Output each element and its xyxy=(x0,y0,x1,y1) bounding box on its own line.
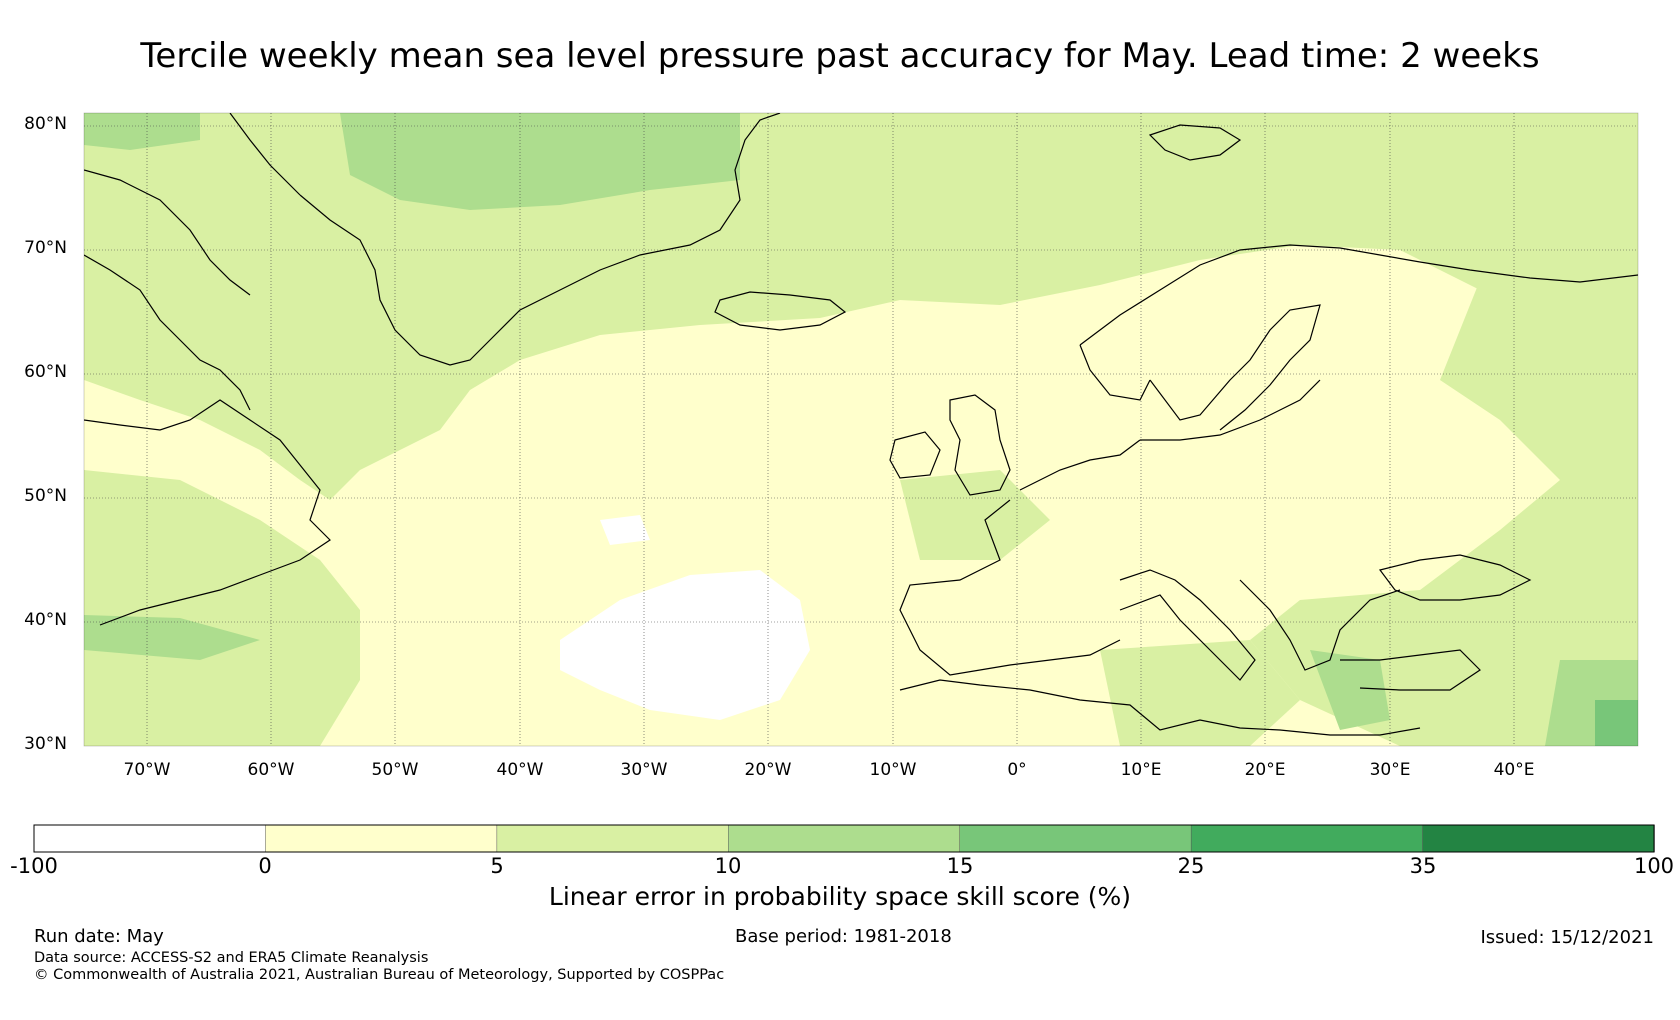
colorbar-segment xyxy=(728,824,961,853)
skill-region-10-15-sw xyxy=(84,615,260,660)
page-title: Tercile weekly mean sea level pressure p… xyxy=(140,36,1540,76)
lon-label: 40°E xyxy=(1493,760,1535,780)
coastline-turkey xyxy=(1340,649,1481,691)
colorbar-segment xyxy=(33,824,267,853)
coastline-italy xyxy=(1119,569,1256,681)
skill-region-negative-atlantic xyxy=(560,570,810,720)
lon-label: 30°W xyxy=(620,760,668,780)
coastline-canada-north xyxy=(84,169,251,296)
colorbar-segment xyxy=(265,824,498,853)
coastline-britain xyxy=(949,394,1011,496)
lon-label: 10°W xyxy=(869,760,917,780)
colorbar-tick: 100 xyxy=(1633,854,1675,878)
run-date: Run date: May xyxy=(34,926,164,947)
lon-label: 70°W xyxy=(123,760,171,780)
lon-label: 20°W xyxy=(744,760,792,780)
lon-label: 30°E xyxy=(1369,760,1411,780)
lon-label: 50°W xyxy=(371,760,419,780)
colorbar-tick: 35 xyxy=(1409,854,1437,878)
coastline-sweden xyxy=(1149,304,1321,431)
colorbar-tick: 0 xyxy=(258,854,272,878)
colorbar-frame xyxy=(33,824,1655,853)
copyright: © Commonwealth of Australia 2021, Austra… xyxy=(34,967,725,983)
coastline-hudson xyxy=(84,254,251,411)
coastline-europe-west xyxy=(1019,439,1141,491)
base-period: Base period: 1981-2018 xyxy=(735,926,952,947)
colorbar-segment xyxy=(1190,824,1424,853)
colorbar-label: Linear error in probability space skill … xyxy=(548,882,1132,911)
coastline-black-sea xyxy=(1378,554,1532,601)
colorbar-segment xyxy=(1422,824,1655,853)
coastline-france-iberia xyxy=(899,499,1121,676)
colorbar-tick: 15 xyxy=(946,854,974,878)
skill-region-5-10-west xyxy=(84,470,360,746)
coastline-ireland xyxy=(889,431,941,479)
colorbar-segment xyxy=(959,824,1192,853)
lat-label: 70°N xyxy=(24,238,67,258)
coastline-svalbard xyxy=(1148,124,1242,161)
colorbar-segment xyxy=(496,824,730,853)
colorbar-tick: -100 xyxy=(10,854,58,878)
skill-region-10-15-greenland xyxy=(340,113,740,210)
lat-label: 50°N xyxy=(24,486,67,506)
lat-label: 80°N xyxy=(24,114,67,134)
coastline-iceland xyxy=(714,291,847,331)
skill-region-10-15-aegean xyxy=(1310,650,1390,730)
coastline-greenland xyxy=(299,113,781,366)
lon-label: 40°W xyxy=(496,760,544,780)
colorbar-tick: 5 xyxy=(490,854,504,878)
colorbar-tick: 10 xyxy=(714,854,742,878)
graticule xyxy=(84,113,1638,746)
coastline-norway xyxy=(1079,344,1151,401)
skill-region-5-10-iberia xyxy=(900,470,1050,560)
coastline-canada-east xyxy=(84,399,331,626)
coastlines xyxy=(84,113,1638,736)
lat-label: 40°N xyxy=(24,610,67,630)
skill-region-negative-patch xyxy=(600,515,650,545)
coastline-greenland-west xyxy=(229,113,301,196)
coastline-scandinavia xyxy=(1079,244,1638,346)
coastline-north-africa xyxy=(899,679,1421,736)
lon-label: 10°E xyxy=(1120,760,1162,780)
issued-date: Issued: 15/12/2021 xyxy=(1480,927,1654,948)
skill-region-10-15-nw xyxy=(84,113,200,150)
data-source: Data source: ACCESS-S2 and ERA5 Climate … xyxy=(34,950,429,966)
lon-label: 0° xyxy=(1007,760,1027,780)
coastline-balkans xyxy=(1239,579,1401,671)
skill-region-5-10-east xyxy=(1250,270,1638,746)
skill-region-15-25-se xyxy=(1595,700,1638,746)
lat-label: 60°N xyxy=(24,362,67,382)
lat-label: 30°N xyxy=(24,734,67,754)
colorbar-tick: 25 xyxy=(1177,854,1205,878)
coastline-baltic xyxy=(1140,379,1321,441)
lon-label: 20°E xyxy=(1244,760,1286,780)
lon-label: 60°W xyxy=(247,760,295,780)
map-frame xyxy=(83,112,1639,747)
